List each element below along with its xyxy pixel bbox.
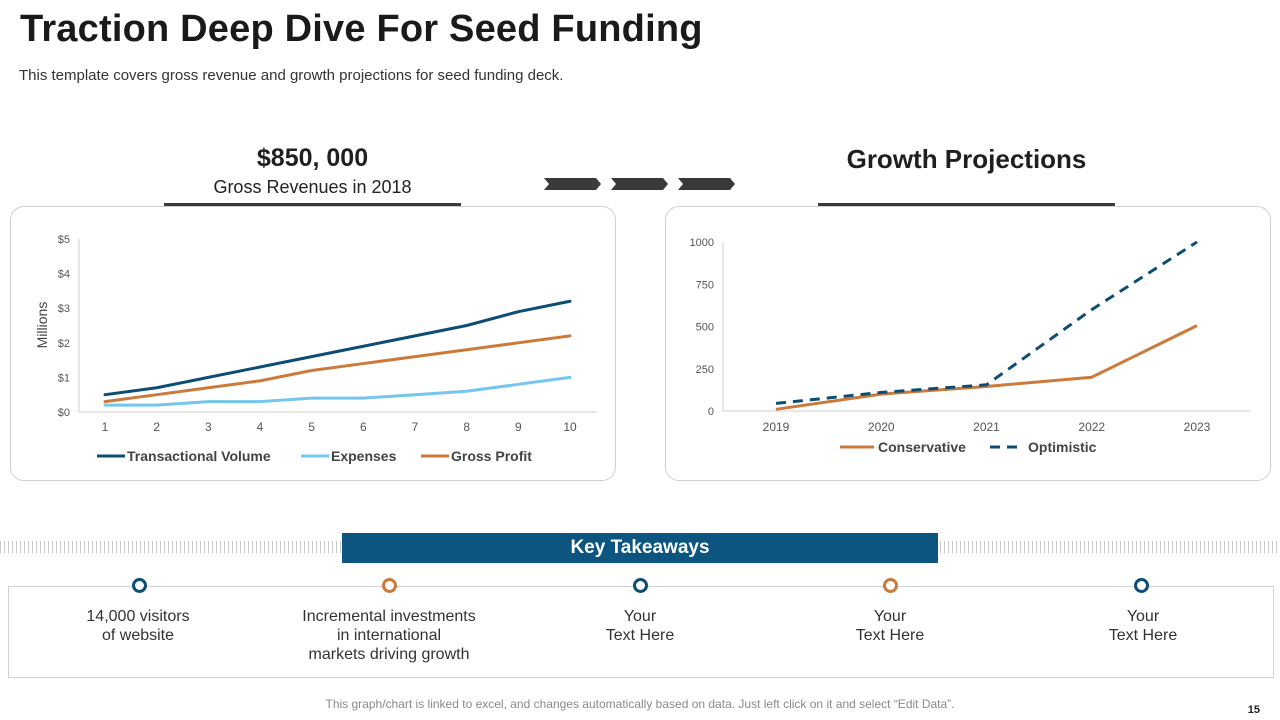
- x-tick-label: 2022: [1078, 420, 1105, 434]
- growth-line-chart[interactable]: 0 250 500 750 1000 2019 2020 2021 2022 2023 Conser…: [666, 207, 1270, 480]
- x-tick-label: 7: [412, 420, 419, 434]
- x-tick-label: 9: [515, 420, 522, 434]
- y-tick-label: 1000: [690, 237, 714, 249]
- series-line-optimistic: [775, 240, 1198, 405]
- x-tick-label: 5: [308, 420, 315, 434]
- takeaway-marker-icon: [883, 578, 898, 593]
- growth-projections-title: Growth Projections: [846, 144, 1087, 174]
- x-tick-label: 3: [205, 420, 212, 434]
- chevron-arrow-icon: [544, 178, 601, 190]
- x-tick-label: 1: [102, 420, 109, 434]
- takeaway-marker-icon: [132, 578, 147, 593]
- y-tick-label: $5: [58, 234, 70, 246]
- y-tick-label: 0: [708, 406, 714, 418]
- chevron-arrow-icon: [611, 178, 668, 190]
- legend-label-gross-profit: Gross Profit: [451, 448, 532, 464]
- y-tick-label: 750: [696, 279, 714, 291]
- series-line-gross-profit: [103, 334, 572, 404]
- x-tick-label: 10: [563, 420, 577, 434]
- series-line-transactional-volume: [103, 299, 572, 397]
- legend-label-transactional-volume: Transactional Volume: [127, 448, 271, 464]
- takeaway-marker-icon: [633, 578, 648, 593]
- takeaway-marker-icon: [1134, 578, 1149, 593]
- growth-projections-underline: [818, 203, 1115, 207]
- page-number: 15: [1247, 704, 1260, 716]
- x-tick-label: 6: [360, 420, 367, 434]
- x-tick-label: 2023: [1184, 420, 1211, 434]
- y-axis-title: Millions: [34, 302, 50, 349]
- series-line-conservative: [775, 324, 1198, 411]
- page-title: Traction Deep Dive For Seed Funding: [20, 8, 703, 50]
- x-tick-label: 8: [463, 420, 470, 434]
- gross-revenue-underline: [164, 203, 461, 207]
- footnote: This graph/chart is linked to excel, and…: [325, 697, 955, 711]
- takeaway-text: Your Text Here: [1108, 608, 1178, 644]
- takeaway-text: 14,000 visitors of website: [86, 608, 190, 644]
- growth-chart-panel: 0 250 500 750 1000 2019 2020 2021 2022 2023 Conser…: [665, 206, 1271, 481]
- y-tick-label: $3: [58, 303, 70, 315]
- gross-revenue-label: Gross Revenues in 2018: [213, 177, 412, 197]
- x-tick-label: 2021: [973, 420, 1000, 434]
- y-tick-label: 250: [696, 364, 714, 376]
- x-tick-label: 2019: [763, 420, 790, 434]
- chevron-arrow-icon: [678, 178, 735, 190]
- y-tick-label: $4: [58, 269, 70, 281]
- key-takeaways-banner: Key Takeaways: [342, 533, 938, 563]
- legend-label-conservative: Conservative: [878, 439, 966, 455]
- series-line-expenses: [103, 375, 572, 407]
- x-tick-label: 4: [257, 420, 264, 434]
- y-tick-label: $0: [58, 407, 70, 419]
- revenue-chart-panel: $0 $1 $2 $3 $4 $5 1 2 3 4 5 6 7 8 9 10 Millions Transacti…: [10, 206, 616, 481]
- y-tick-label: $1: [58, 372, 70, 384]
- x-tick-label: 2020: [868, 420, 895, 434]
- revenue-line-chart[interactable]: $0 $1 $2 $3 $4 $5 1 2 3 4 5 6 7 8 9 10 Millions Transacti…: [11, 207, 615, 480]
- legend-label-expenses: Expenses: [331, 448, 397, 464]
- chevron-arrows: [544, 178, 735, 190]
- y-tick-label: 500: [696, 322, 714, 334]
- takeaway-text: Your Text Here: [855, 608, 925, 644]
- takeaway-text: Your Text Here: [605, 608, 675, 644]
- legend-label-optimistic: Optimistic: [1028, 439, 1097, 455]
- takeaway-marker-icon: [382, 578, 397, 593]
- gross-revenue-value: $850, 000: [256, 144, 369, 172]
- page-subtitle: This template covers gross revenue and g…: [19, 67, 564, 84]
- x-tick-label: 2: [153, 420, 160, 434]
- y-tick-label: $2: [58, 338, 70, 350]
- takeaway-text: Incremental investments in international…: [302, 608, 476, 663]
